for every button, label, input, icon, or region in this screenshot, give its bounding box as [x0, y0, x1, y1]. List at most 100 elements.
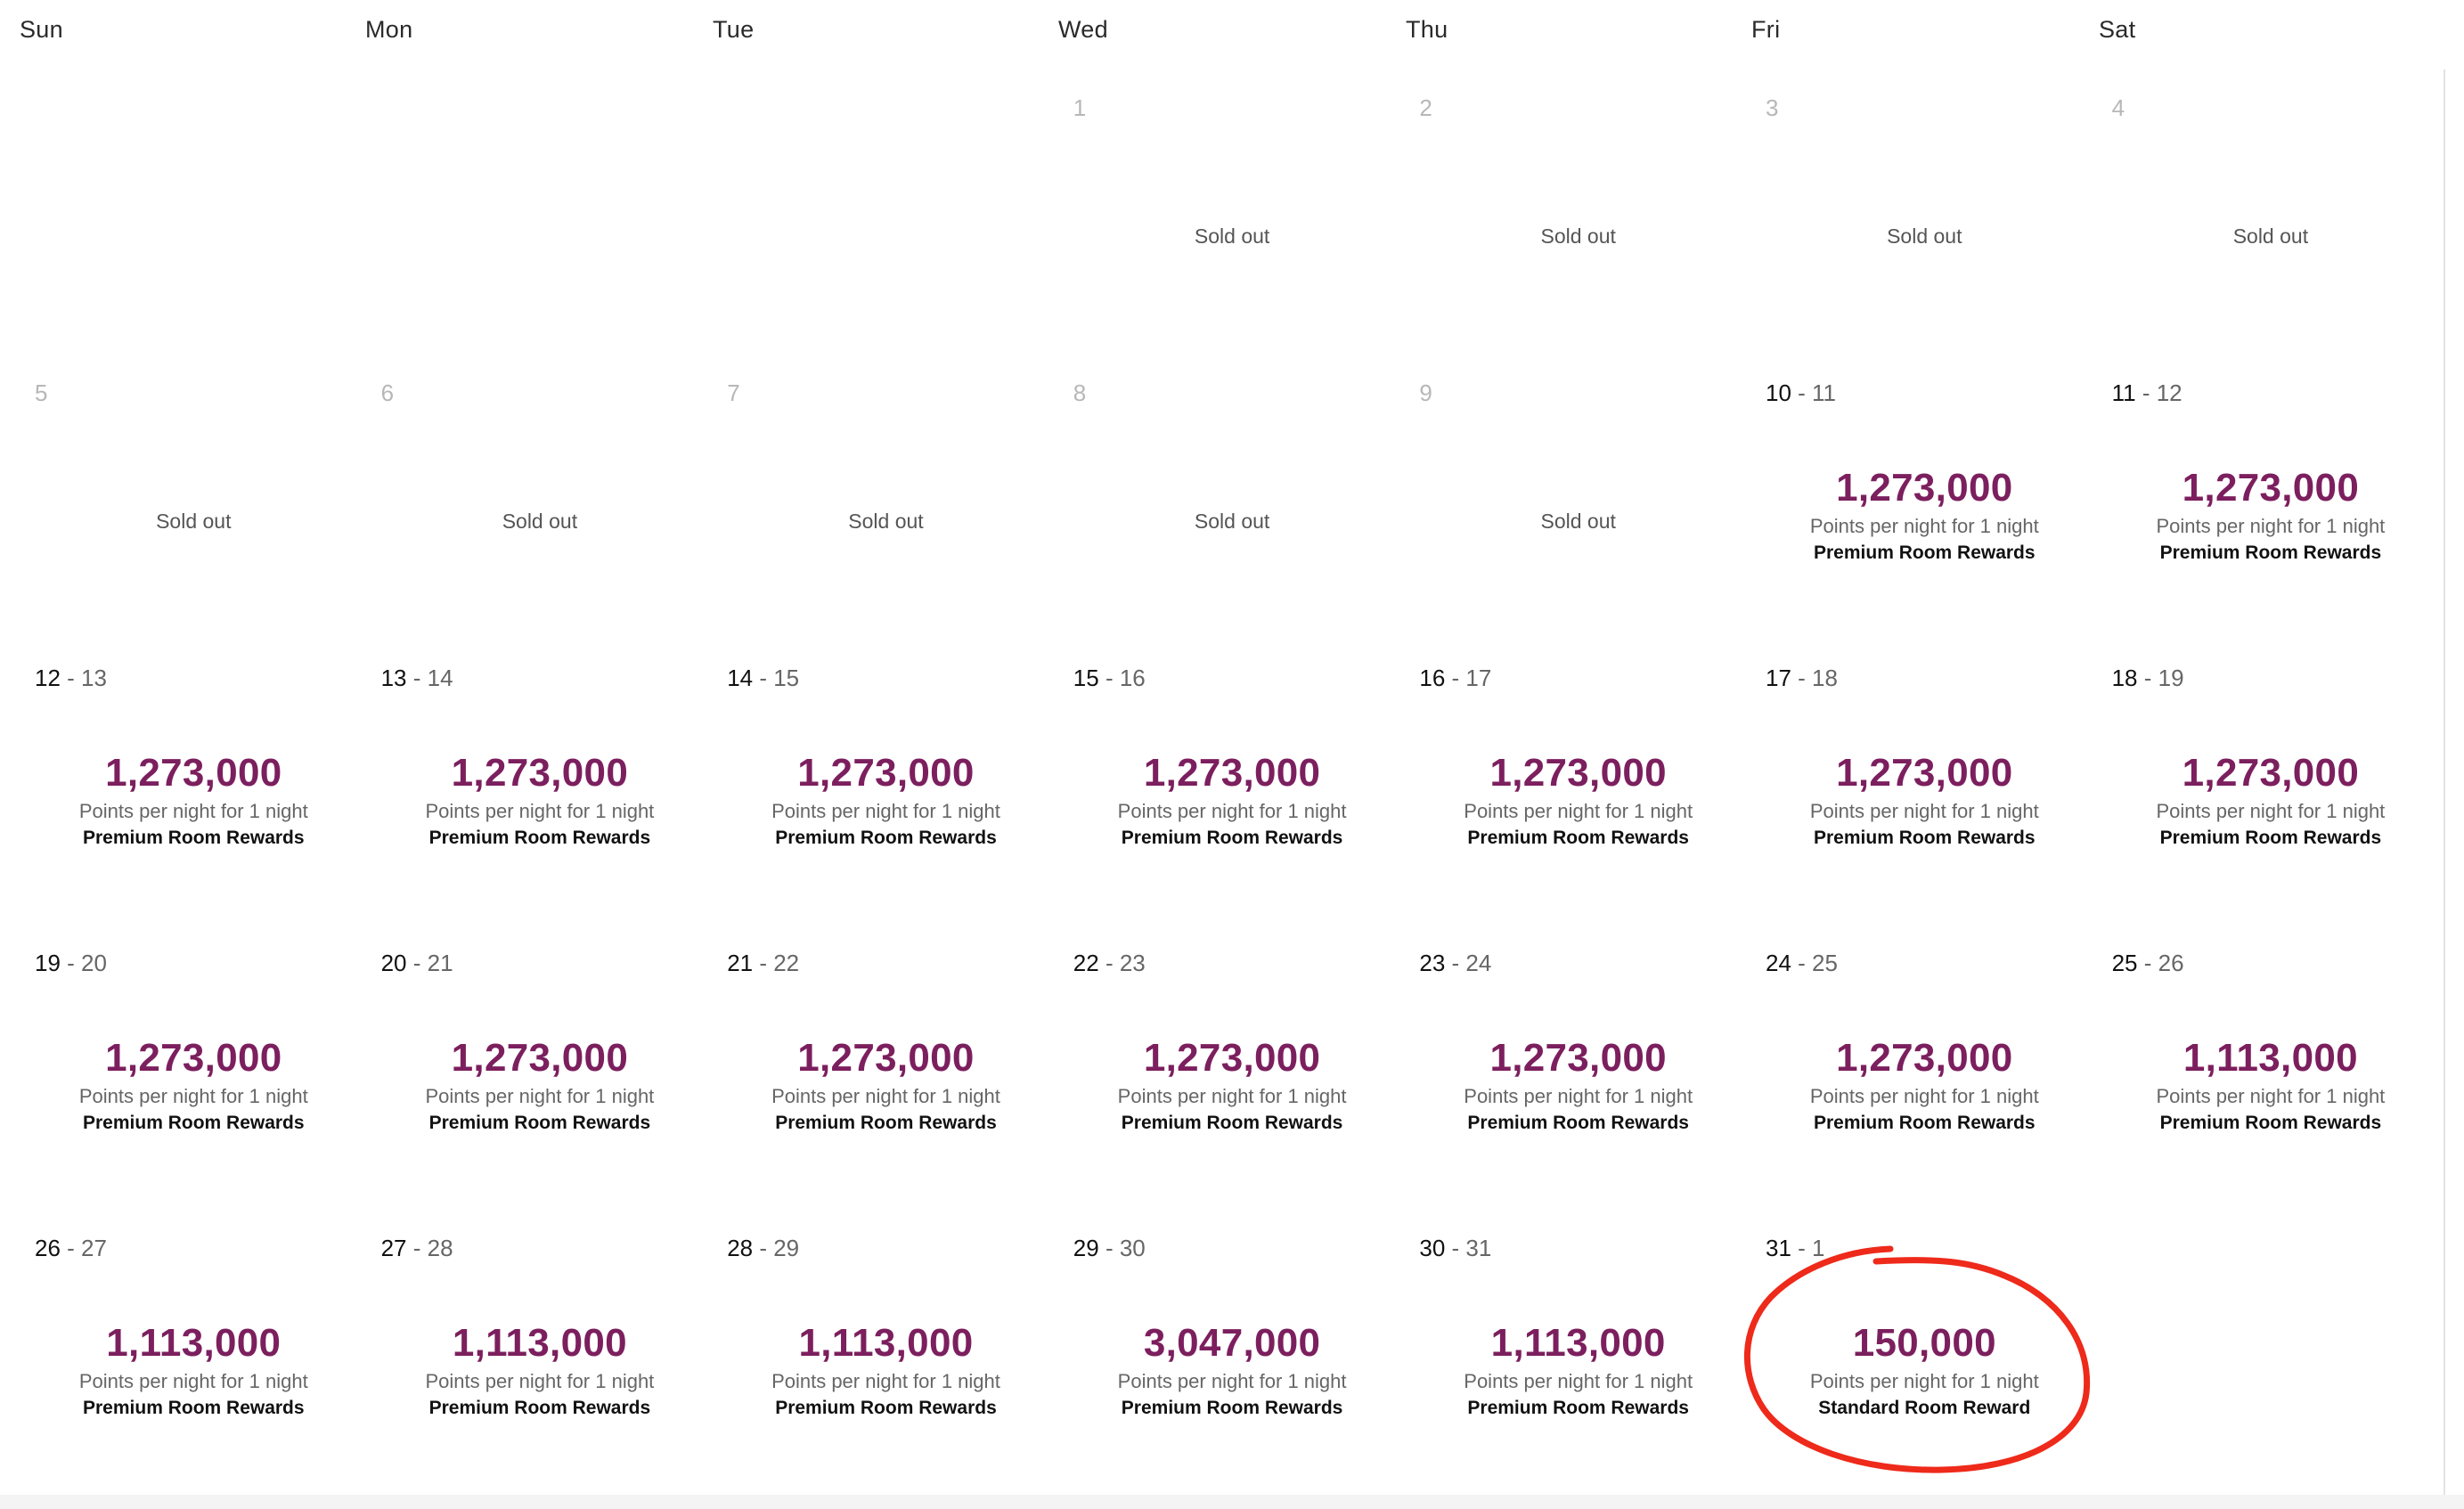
sold-out-label: Sold out: [156, 510, 232, 533]
points-value: 1,113,000: [106, 1321, 281, 1365]
day-cell-available[interactable]: 20 - 21 1,273,000 Points per night for 1 n…: [366, 925, 715, 1211]
date-separator: -: [406, 950, 428, 976]
date-end: 11: [1812, 379, 1837, 406]
date-range: 26 - 27: [35, 1235, 107, 1262]
date-end: 31: [1465, 1235, 1492, 1261]
date-range: 21 - 22: [727, 950, 799, 977]
date-separator: -: [1098, 950, 1120, 976]
date-separator: -: [1098, 1235, 1120, 1261]
date-range: 5: [35, 379, 47, 407]
points-per-night-label: Points per night for 1 night: [1464, 1370, 1693, 1392]
reward-offer: 1,113,000 Points per night for 1 night Pre…: [713, 1320, 1059, 1422]
calendar-grid: 1 Sold out 2 Sold out 3 Sold out 4 Sold out 5 Sol…: [20, 69, 2446, 1497]
points-value: 1,273,000: [797, 1036, 975, 1080]
sold-out-label: Sold out: [1540, 510, 1616, 533]
day-cell-available[interactable]: 28 - 29 1,113,000 Points per night for 1 n…: [713, 1210, 1061, 1497]
date-range: 2: [1419, 94, 1432, 122]
day-cell-available[interactable]: 18 - 19 1,273,000 Points per night for 1 n…: [2097, 640, 2446, 926]
sold-out-label: Sold out: [1887, 224, 1962, 248]
reward-type-label: Premium Room Rewards: [1121, 828, 1343, 848]
points-per-night-label: Points per night for 1 night: [1464, 800, 1693, 822]
day-cell-available[interactable]: 23 - 24 1,273,000 Points per night for 1 n…: [1405, 925, 1753, 1211]
points-per-night-label: Points per night for 1 night: [78, 1085, 308, 1107]
day-cell-available[interactable]: 11 - 12 1,273,000 Points per night for 1 n…: [2097, 355, 2446, 641]
date-range: 12 - 13: [35, 665, 107, 692]
date-end: 27: [81, 1235, 107, 1261]
points-value: 1,273,000: [1836, 1036, 2013, 1080]
weekday-sat: Sat: [2099, 16, 2136, 43]
points-per-night-label: Points per night for 1 night: [425, 1370, 655, 1392]
date-range: 25 - 26: [2112, 950, 2184, 977]
day-cell-available[interactable]: 16 - 17 1,273,000 Points per night for 1 n…: [1405, 640, 1753, 926]
date-start: 3: [1766, 94, 1779, 121]
points-value: 1,273,000: [1143, 751, 1321, 795]
day-cell-sold-out: 8 Sold out: [1058, 355, 1407, 641]
reward-type-label: Premium Room Rewards: [1814, 542, 2036, 563]
date-end: 19: [2158, 665, 2184, 691]
reward-offer: 1,273,000 Points per night for 1 night Pre…: [20, 1035, 367, 1137]
date-end: 12: [2156, 379, 2183, 406]
day-cell-available[interactable]: 25 - 26 1,113,000 Points per night for 1 n…: [2097, 925, 2446, 1211]
date-separator: -: [753, 665, 774, 691]
date-range: 17 - 18: [1766, 665, 1838, 692]
points-per-night-label: Points per night for 1 night: [1809, 800, 2039, 822]
date-start: 6: [380, 379, 395, 406]
date-separator: -: [2135, 379, 2157, 406]
points-value: 1,273,000: [451, 1036, 629, 1080]
reward-offer: 1,113,000 Points per night for 1 night Pre…: [367, 1320, 714, 1422]
reward-type-label: Premium Room Rewards: [428, 1398, 651, 1418]
day-cell-available[interactable]: 26 - 27 1,113,000 Points per night for 1 n…: [20, 1210, 369, 1497]
date-range: 22 - 23: [1073, 950, 1146, 977]
weekday-mon: Mon: [365, 16, 413, 43]
day-cell-available[interactable]: 21 - 22 1,273,000 Points per night for 1 n…: [713, 925, 1061, 1211]
points-value: 1,273,000: [105, 751, 282, 795]
day-cell-available[interactable]: 12 - 13 1,273,000 Points per night for 1 n…: [20, 640, 369, 926]
date-end: 16: [1119, 665, 1146, 691]
day-cell-available[interactable]: 19 - 20 1,273,000 Points per night for 1 n…: [20, 925, 369, 1211]
date-start: 10: [1766, 379, 1791, 406]
date-range: 16 - 17: [1419, 665, 1491, 692]
reward-type-label: Standard Room Reward: [1818, 1398, 2031, 1418]
date-range: 3: [1766, 94, 1778, 122]
day-cell-available[interactable]: 24 - 25 1,273,000 Points per night for 1 n…: [1751, 925, 2100, 1211]
reward-offer: 1,273,000 Points per night for 1 night Pre…: [20, 750, 367, 852]
points-value: 1,273,000: [2182, 751, 2360, 795]
date-start: 21: [727, 950, 754, 976]
day-cell-available[interactable]: 15 - 16 1,273,000 Points per night for 1 n…: [1058, 640, 1407, 926]
reward-type-label: Premium Room Rewards: [83, 1113, 305, 1133]
day-cell-available[interactable]: 29 - 30 3,047,000 Points per night for 1 n…: [1058, 1210, 1407, 1497]
reward-offer: 150,000 Points per night for 1 night Stand…: [1751, 1320, 2098, 1422]
day-cell-sold-out: 6 Sold out: [366, 355, 715, 641]
points-per-night-label: Points per night for 1 night: [1464, 1085, 1693, 1107]
date-separator: -: [1445, 950, 1466, 976]
points-per-night-label: Points per night for 1 night: [771, 1085, 1000, 1107]
reward-offer: 1,273,000 Points per night for 1 night Pre…: [1751, 465, 2098, 567]
empty-day-cell: [713, 69, 1061, 356]
reward-type-label: Premium Room Rewards: [428, 828, 651, 848]
points-per-night-label: Points per night for 1 night: [2156, 1085, 2386, 1107]
date-start: 2: [1419, 94, 1432, 121]
date-separator: -: [2137, 665, 2158, 691]
day-cell-available[interactable]: 14 - 15 1,273,000 Points per night for 1 n…: [713, 640, 1061, 926]
date-end: 20: [81, 950, 107, 976]
reward-type-label: Premium Room Rewards: [428, 1113, 651, 1133]
reward-offer: 1,113,000 Points per night for 1 night Pre…: [1405, 1320, 1751, 1422]
day-cell-available[interactable]: 27 - 28 1,113,000 Points per night for 1 n…: [366, 1210, 715, 1497]
day-cell-available[interactable]: 22 - 23 1,273,000 Points per night for 1 n…: [1058, 925, 1407, 1211]
date-start: 9: [1419, 379, 1432, 406]
day-cell-available[interactable]: 17 - 18 1,273,000 Points per night for 1 n…: [1751, 640, 2100, 926]
reward-offer: 1,273,000 Points per night for 1 night Pre…: [1059, 1035, 1406, 1137]
day-cell-sold-out: 5 Sold out: [20, 355, 369, 641]
day-cell-available[interactable]: 10 - 11 1,273,000 Points per night for 1 n…: [1751, 355, 2100, 641]
date-separator: -: [753, 1235, 774, 1261]
day-cell-available[interactable]: 13 - 14 1,273,000 Points per night for 1 n…: [366, 640, 715, 926]
day-cell-available[interactable]: 30 - 31 1,113,000 Points per night for 1 n…: [1405, 1210, 1753, 1497]
date-start: 28: [727, 1235, 754, 1261]
weekday-header: Sun Mon Tue Wed Thu Fri Sat: [0, 0, 2464, 69]
date-separator: -: [1791, 1235, 1813, 1261]
sold-out-label: Sold out: [502, 510, 578, 533]
date-end: 24: [1465, 950, 1492, 976]
date-range: 23 - 24: [1419, 950, 1491, 977]
day-cell-available[interactable]: 31 - 1 150,000 Points per night for 1 nigh…: [1743, 1210, 2100, 1497]
date-end: 26: [2158, 950, 2184, 976]
